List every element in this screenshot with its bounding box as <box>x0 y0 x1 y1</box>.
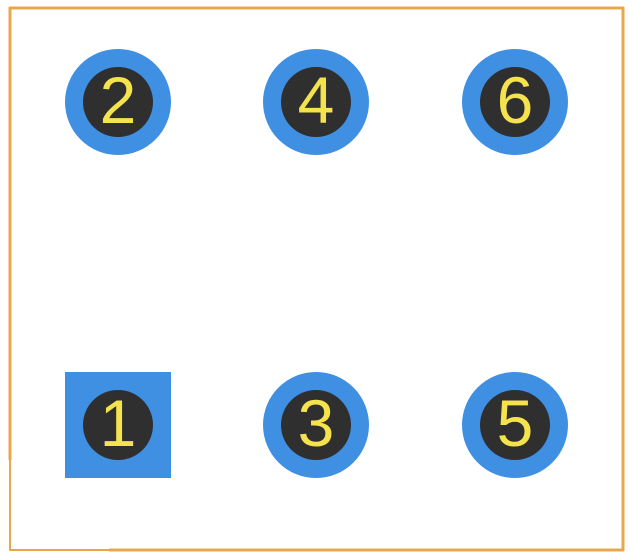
pad-4-label: 4 <box>298 67 335 133</box>
pad-2-hole: 2 <box>83 67 153 137</box>
pad-1-label: 1 <box>100 390 137 456</box>
pad-2: 2 <box>65 49 171 155</box>
pad-4: 4 <box>263 49 369 155</box>
pad-6-label: 6 <box>497 67 534 133</box>
pad-3: 3 <box>263 372 369 478</box>
pad-5-label: 5 <box>497 390 534 456</box>
pad-5: 5 <box>462 372 568 478</box>
pad-1: 1 <box>65 372 171 478</box>
pad-3-label: 3 <box>298 390 335 456</box>
pad-3-hole: 3 <box>281 390 351 460</box>
pad-5-hole: 5 <box>480 390 550 460</box>
pad-6-hole: 6 <box>480 67 550 137</box>
pad-1-hole: 1 <box>83 390 153 460</box>
pad-6: 6 <box>462 49 568 155</box>
pad-2-label: 2 <box>100 67 137 133</box>
pad-4-hole: 4 <box>281 67 351 137</box>
